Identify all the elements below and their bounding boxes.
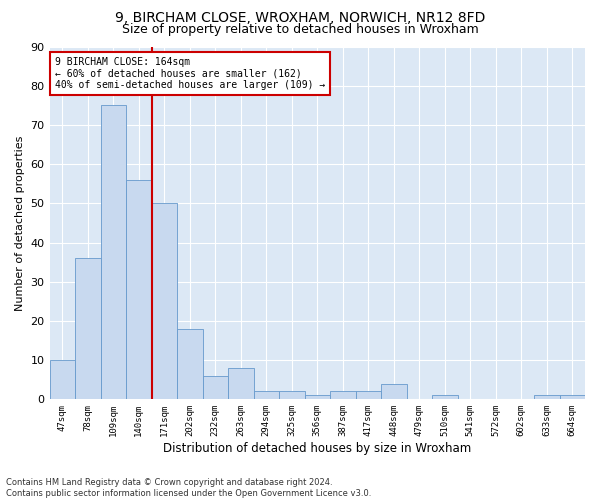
Text: 9 BIRCHAM CLOSE: 164sqm
← 60% of detached houses are smaller (162)
40% of semi-d: 9 BIRCHAM CLOSE: 164sqm ← 60% of detache… [55, 57, 325, 90]
Bar [254, 392, 279, 400]
Bar [126, 180, 152, 400]
Text: 9, BIRCHAM CLOSE, WROXHAM, NORWICH, NR12 8FD: 9, BIRCHAM CLOSE, WROXHAM, NORWICH, NR12… [115, 12, 485, 26]
Y-axis label: Number of detached properties: Number of detached properties [15, 135, 25, 310]
Bar [356, 392, 381, 400]
X-axis label: Distribution of detached houses by size in Wroxham: Distribution of detached houses by size … [163, 442, 472, 455]
Bar [152, 204, 177, 400]
Bar [177, 329, 203, 400]
Bar [50, 360, 75, 400]
Bar [305, 396, 330, 400]
Text: Size of property relative to detached houses in Wroxham: Size of property relative to detached ho… [122, 22, 478, 36]
Bar [432, 396, 458, 400]
Bar [560, 396, 585, 400]
Bar [75, 258, 101, 400]
Bar [330, 392, 356, 400]
Bar [101, 106, 126, 400]
Bar [228, 368, 254, 400]
Bar [279, 392, 305, 400]
Bar [203, 376, 228, 400]
Bar [381, 384, 407, 400]
Text: Contains HM Land Registry data © Crown copyright and database right 2024.
Contai: Contains HM Land Registry data © Crown c… [6, 478, 371, 498]
Bar [534, 396, 560, 400]
